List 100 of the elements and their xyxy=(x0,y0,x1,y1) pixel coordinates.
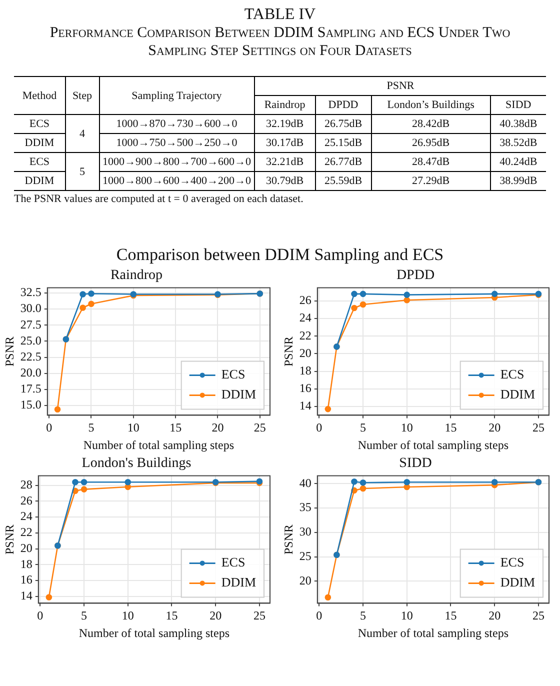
text: 38.99dB xyxy=(500,175,538,187)
x-tick-label: 10 xyxy=(400,420,413,435)
y-tick-label: 20 xyxy=(299,346,312,360)
text: 28.47dB xyxy=(412,156,450,168)
y-axis-title: PSNR xyxy=(281,524,296,555)
chart-subtitle: Comparison between DDIM Sampling and ECS xyxy=(115,245,445,265)
y-tick-label: 16 xyxy=(299,381,312,395)
text: 5 xyxy=(79,166,85,178)
text: 26.77dB xyxy=(324,156,362,168)
legend-label: ECS xyxy=(500,554,524,570)
text: 27.29dB xyxy=(412,175,450,187)
point xyxy=(404,478,410,486)
text: 1000→800→600→400→200→0 xyxy=(102,175,251,187)
point xyxy=(404,296,410,304)
y-axis-title: PSNR xyxy=(2,524,16,555)
point xyxy=(360,290,366,298)
y-tick-label: 25.0 xyxy=(20,333,42,348)
x-tick-label: 20 xyxy=(210,608,222,623)
x-axis-title: Number of total sampling steps xyxy=(358,438,509,452)
y-tick-label: 30 xyxy=(299,524,312,539)
y-tick-label: 26 xyxy=(20,493,32,508)
y-tick-label: 32.5 xyxy=(20,285,42,300)
y-tick-label: 14 xyxy=(299,398,312,413)
x-tick-label: 15 xyxy=(444,608,457,623)
x-tick-label: 25 xyxy=(532,420,544,435)
x-tick-label: 5 xyxy=(360,420,366,435)
x-tick-label: 0 xyxy=(316,608,322,623)
y-tick-label: 40 xyxy=(299,476,312,490)
point xyxy=(351,478,358,485)
point xyxy=(360,479,366,486)
text: 32.21dB xyxy=(266,156,304,168)
y-tick-label: 24 xyxy=(299,310,312,325)
x-tick-label: 10 xyxy=(400,608,413,623)
text: 1000→900→800→700→600→0 xyxy=(102,156,251,168)
x-tick-label: 15 xyxy=(170,420,182,435)
x-tick-label: 15 xyxy=(166,608,178,623)
chart-title: DPDD xyxy=(396,268,435,284)
x-tick-label: 5 xyxy=(81,608,88,623)
point xyxy=(491,290,498,298)
category-label: Method xyxy=(14,76,66,114)
category-label: London’s Buildings xyxy=(371,96,490,114)
y-tick-label: 20.0 xyxy=(20,366,42,380)
text: 1000→750→500→250→0 xyxy=(116,137,238,149)
category-label: Raindrop xyxy=(254,96,316,114)
text: 38.52dB xyxy=(500,137,538,149)
chart-title: Raindrop xyxy=(110,268,163,284)
y-tick-label: 20 xyxy=(299,573,312,588)
y-tick-label: 27.5 xyxy=(20,317,42,332)
point xyxy=(72,479,78,486)
legend-label: ECS xyxy=(221,554,246,570)
text: PSNR xyxy=(254,76,546,96)
text: 4 xyxy=(79,128,85,140)
legend-label: DDIM xyxy=(500,574,536,590)
text: 26.75dB xyxy=(324,118,362,130)
text: 1000→870→730→600→0 xyxy=(116,118,238,130)
point xyxy=(351,304,358,312)
y-tick-label: 18 xyxy=(299,363,312,378)
x-tick-label: 25 xyxy=(253,608,266,623)
point xyxy=(404,484,410,490)
point xyxy=(404,292,410,298)
text: 25.15dB xyxy=(324,137,362,149)
point xyxy=(54,406,61,413)
x-tick-label: 0 xyxy=(37,608,44,623)
point xyxy=(88,300,94,308)
point xyxy=(46,594,52,600)
point xyxy=(360,301,366,308)
x-tick-label: 20 xyxy=(488,420,501,435)
x-tick-label: 5 xyxy=(360,608,366,623)
y-tick-label: 25 xyxy=(299,548,312,563)
text: ECS xyxy=(29,156,50,168)
y-tick-label: 22 xyxy=(20,525,32,540)
x-tick-label: 20 xyxy=(212,420,224,435)
text: ECS xyxy=(29,118,50,130)
y-tick-label: 18 xyxy=(20,556,32,571)
text: 40.38dB xyxy=(500,118,538,130)
y-axis-title: PSNR xyxy=(281,336,296,367)
text: Performance Comparison Between DDIM Sampling and ECS Under Two Sampling Step Settings on Four Datasets xyxy=(48,24,512,60)
category-label: Step xyxy=(65,76,99,114)
text: 28.42dB xyxy=(412,118,450,130)
text: 26.95dB xyxy=(412,137,450,149)
y-axis-title: PSNR xyxy=(2,336,16,367)
x-axis-title: Number of total sampling steps xyxy=(358,626,509,640)
x-tick-label: 20 xyxy=(488,608,501,623)
point xyxy=(324,594,332,600)
x-tick-label: 10 xyxy=(127,420,140,435)
point xyxy=(491,478,498,486)
y-tick-label: 28 xyxy=(20,477,32,492)
y-tick-label: 16 xyxy=(20,572,32,587)
legend-label: DDIM xyxy=(221,386,256,402)
point xyxy=(124,479,132,486)
text: 25.59dB xyxy=(324,175,362,187)
point xyxy=(80,479,88,486)
y-tick-label: 26 xyxy=(299,293,312,308)
y-tick-label: 35 xyxy=(299,500,312,514)
category-label: Sampling Trajectory xyxy=(99,76,254,114)
chart-title: London's Buildings xyxy=(82,456,192,472)
text: DDIM xyxy=(24,137,54,149)
text: 30.17dB xyxy=(266,137,304,149)
point xyxy=(80,304,86,311)
x-tick-label: 5 xyxy=(88,420,94,435)
